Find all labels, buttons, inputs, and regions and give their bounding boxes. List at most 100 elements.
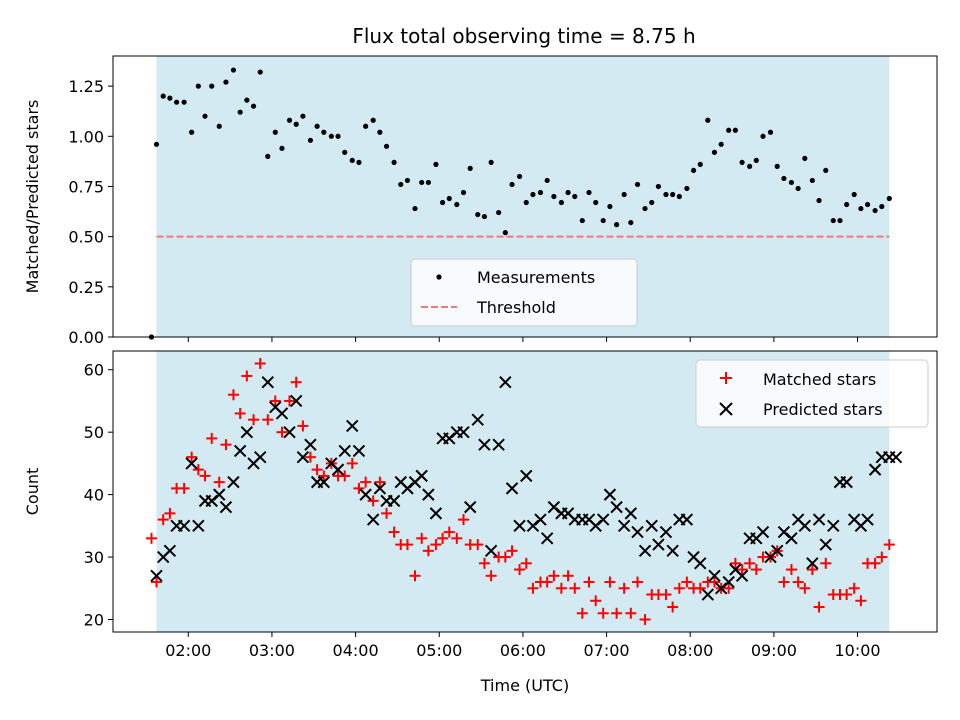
y-tick-label: 50 bbox=[84, 423, 104, 442]
matched-star-point bbox=[451, 532, 463, 544]
predicted-star-point bbox=[638, 544, 652, 558]
matched-star-point bbox=[241, 370, 253, 382]
predicted-star-point bbox=[708, 569, 721, 583]
measurement-point bbox=[767, 129, 774, 135]
x-tick-label: 09:00 bbox=[751, 641, 797, 660]
matched-star-point bbox=[297, 420, 309, 432]
matched-star-point bbox=[583, 576, 595, 588]
predicted-star-point bbox=[680, 513, 694, 526]
measurement-point bbox=[314, 123, 320, 129]
measurement-point bbox=[558, 199, 564, 206]
matched-star-point bbox=[276, 426, 288, 438]
matched-star-point bbox=[618, 582, 630, 594]
matched-star-point bbox=[590, 595, 602, 607]
matched-star-point bbox=[220, 439, 232, 451]
matched-star-point bbox=[422, 545, 434, 557]
measurement-point bbox=[676, 193, 682, 200]
predicted-star-point bbox=[722, 575, 735, 589]
matched-star-point bbox=[799, 582, 811, 594]
measurement-point bbox=[816, 197, 822, 204]
measurement-point bbox=[537, 189, 544, 196]
predicted-star-point bbox=[429, 507, 443, 520]
predicted-star-point bbox=[366, 513, 380, 526]
measurement-point bbox=[502, 230, 508, 236]
matched-star-point bbox=[723, 582, 735, 594]
predicted-star-point bbox=[346, 419, 359, 433]
matched-star-point bbox=[416, 532, 428, 544]
measurement-point bbox=[614, 222, 620, 228]
matched-star-point bbox=[374, 476, 386, 488]
matched-star-point bbox=[409, 570, 421, 582]
matched-star-point bbox=[869, 557, 881, 569]
matched-star-point bbox=[604, 576, 616, 588]
measurement-point bbox=[230, 67, 237, 73]
measurement-point bbox=[250, 103, 257, 109]
measurement-point bbox=[516, 173, 523, 180]
counts-legend: Matched stars Predicted stars bbox=[695, 359, 929, 428]
measurement-point bbox=[732, 127, 738, 133]
matched-star-point bbox=[694, 582, 706, 594]
predicted-star-point bbox=[275, 407, 289, 420]
legend-predicted-marker bbox=[719, 402, 733, 416]
measurement-point bbox=[851, 191, 857, 198]
matched-star-point bbox=[499, 551, 511, 563]
measurement-point bbox=[433, 161, 439, 167]
measurement-point bbox=[488, 159, 494, 165]
predicted-star-point bbox=[163, 544, 177, 558]
ratio-axes-frame bbox=[112, 55, 938, 338]
measurement-point bbox=[370, 117, 376, 123]
matched-star-point bbox=[248, 414, 260, 426]
predicted-star-point bbox=[213, 488, 226, 501]
measurement-point bbox=[377, 129, 383, 135]
predicted-star-point bbox=[463, 500, 477, 514]
measurement-point bbox=[823, 167, 829, 174]
measurement-point bbox=[864, 201, 871, 208]
predicted-star-point bbox=[889, 450, 903, 464]
counts-axes-frame bbox=[112, 350, 938, 633]
matched-star-point bbox=[381, 507, 393, 519]
matched-star-point bbox=[611, 607, 623, 619]
predicted-star-point bbox=[666, 544, 679, 558]
predicted-star-point bbox=[471, 413, 484, 426]
predicted-star-point bbox=[827, 519, 840, 533]
measurement-point bbox=[328, 133, 334, 139]
matched-star-point bbox=[708, 576, 720, 588]
measurement-point bbox=[572, 193, 578, 200]
matched-star-point bbox=[304, 451, 316, 463]
x-tick-label: 02:00 bbox=[165, 641, 211, 660]
measurement-point bbox=[670, 191, 676, 198]
x-axis-label: Time (UTC) bbox=[480, 676, 569, 695]
y-tick-label: 1.00 bbox=[68, 127, 104, 146]
predicted-star-point bbox=[331, 463, 345, 476]
predicted-star-point bbox=[457, 425, 470, 439]
measurement-point bbox=[663, 191, 669, 198]
measurement-point bbox=[173, 99, 180, 105]
matched-star-point bbox=[527, 582, 539, 594]
measurement-point bbox=[642, 205, 648, 212]
legend-measurements-label: Measurements bbox=[477, 268, 595, 287]
matched-star-point bbox=[569, 582, 581, 594]
predicted-star-point bbox=[478, 438, 491, 451]
measurement-point bbox=[781, 175, 787, 182]
matched-star-point bbox=[848, 582, 860, 594]
predicted-star-point bbox=[150, 569, 163, 583]
ratio-x-ticks bbox=[187, 337, 859, 342]
predicted-star-point bbox=[505, 482, 519, 495]
measurement-point bbox=[440, 199, 446, 206]
measurement-point bbox=[160, 93, 166, 99]
matched-star-point bbox=[360, 476, 372, 488]
measurement-point bbox=[753, 157, 759, 163]
measurement-point bbox=[739, 159, 745, 165]
measurement-point bbox=[523, 199, 529, 206]
legend-predicted-label: Predicted stars bbox=[763, 400, 883, 419]
measurement-point bbox=[858, 205, 864, 212]
predicted-star-point bbox=[240, 425, 254, 439]
measurement-point bbox=[419, 179, 425, 186]
measurement-point bbox=[565, 189, 571, 196]
y-tick-label: 30 bbox=[84, 548, 104, 567]
predicted-star-point bbox=[484, 544, 498, 558]
matched-star-point bbox=[562, 570, 574, 582]
ratio-legend: Measurements Threshold bbox=[410, 258, 638, 327]
measurement-point bbox=[202, 113, 208, 119]
legend-measurements-marker bbox=[436, 274, 442, 280]
